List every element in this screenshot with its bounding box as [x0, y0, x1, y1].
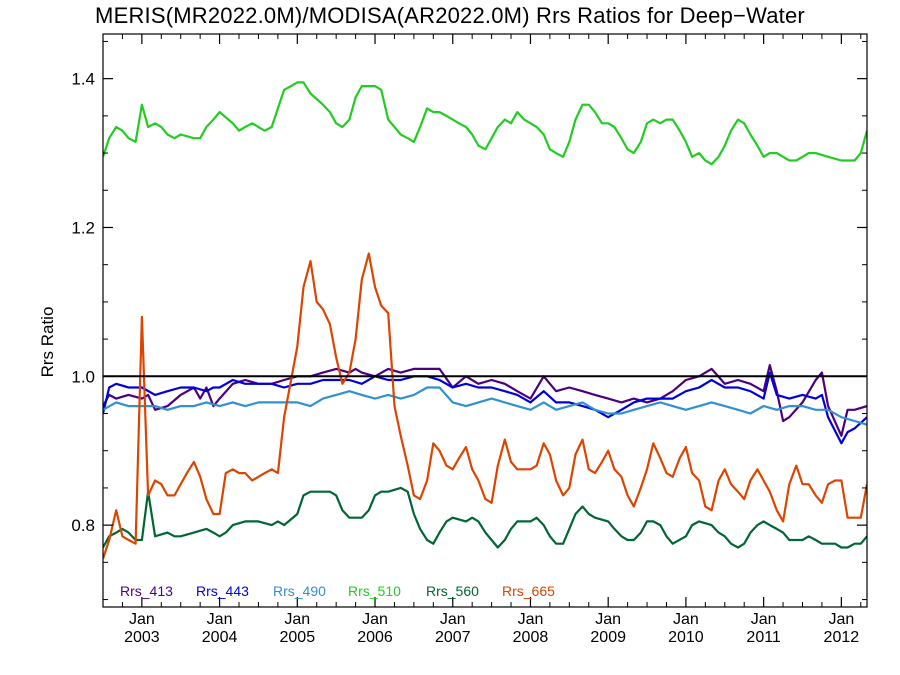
- legend-entry-rrs-560: Rrs_560: [426, 583, 479, 599]
- x-tick-label-month: Jan: [673, 611, 699, 628]
- x-tick-label-month: Jan: [751, 611, 777, 628]
- legend-entry-rrs-490: Rrs_490: [273, 583, 326, 599]
- y-tick-label: 0.8: [71, 516, 95, 535]
- x-tick-label-year: 2003: [124, 629, 160, 646]
- legend-entry-rrs-510: Rrs_510: [348, 583, 401, 599]
- x-tick-label-year: 2012: [824, 629, 860, 646]
- x-tick-label-year: 2010: [668, 629, 704, 646]
- y-tick-label: 1.4: [71, 70, 95, 89]
- x-tick-label-month: Jan: [129, 611, 155, 628]
- series-line-rrs-560: [103, 486, 867, 549]
- x-tick-label-month: Jan: [284, 611, 310, 628]
- x-tick-label-year: 2011: [746, 629, 781, 646]
- legend-entry-rrs-413: Rrs_413: [120, 583, 173, 599]
- chart-title: MERIS(MR2022.0M)/MODISA(AR2022.0M) Rrs R…: [95, 3, 805, 28]
- series-line-rrs-665: [103, 252, 867, 559]
- x-tick-label-year: 2006: [357, 629, 393, 646]
- series-line-rrs-510: [103, 81, 867, 166]
- legend-entry-rrs-443: Rrs_443: [196, 583, 249, 599]
- x-tick-label-month: Jan: [595, 611, 621, 628]
- y-tick-label: 1.2: [71, 218, 95, 237]
- x-tick-label-year: 2005: [280, 629, 316, 646]
- x-tick-label-year: 2004: [202, 629, 238, 646]
- legend-entry-rrs-665: Rrs_665: [502, 583, 555, 599]
- x-tick-label-year: 2008: [513, 629, 549, 646]
- x-tick-label-month: Jan: [518, 611, 544, 628]
- y-tick-label: 1.0: [71, 367, 95, 386]
- plot-frame: [102, 33, 868, 608]
- series-line-rrs-413: [103, 364, 867, 437]
- axis-layer: 0.81.01.21.4Jan2003Jan2004Jan2005Jan2006…: [71, 33, 868, 646]
- x-tick-label-year: 2009: [590, 629, 626, 646]
- series-line-rrs-490: [103, 386, 867, 426]
- x-tick-label-month: Jan: [362, 611, 388, 628]
- x-tick-label-month: Jan: [828, 611, 854, 628]
- x-tick-label-month: Jan: [440, 611, 466, 628]
- legend: Rrs_413 Rrs_443 Rrs_490 Rrs_510 Rrs_560 Rrs_6…: [120, 583, 555, 599]
- series-line-rrs-443: [103, 371, 867, 445]
- x-tick-label-month: Jan: [207, 611, 233, 628]
- x-tick-label-year: 2007: [435, 629, 471, 646]
- series-layer: [103, 81, 867, 559]
